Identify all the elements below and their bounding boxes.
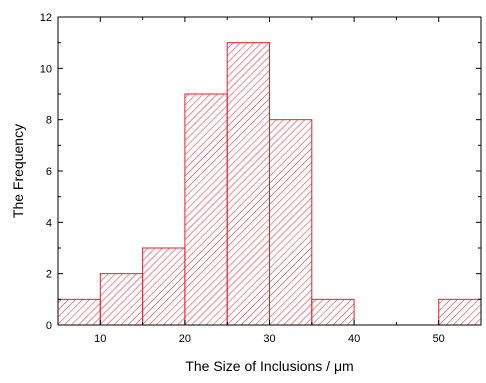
histogram-bar-6 (311, 298, 355, 326)
histogram-bar-7 (438, 298, 482, 326)
x-tick-label: 10 (94, 333, 106, 345)
y-tick-label: 4 (46, 217, 52, 229)
histogram-bars (57, 42, 482, 326)
x-axis-title: The Size of Inclusions / μm (185, 358, 353, 374)
x-tick-label: 20 (179, 333, 191, 345)
x-tick-label: 50 (433, 333, 445, 345)
histogram-bar-3 (184, 93, 228, 326)
y-tick-label: 8 (46, 115, 52, 127)
histogram-bar-2 (142, 247, 186, 326)
y-axis-title: The Frequency (10, 124, 26, 218)
y-tick-label: 0 (46, 320, 52, 332)
y-tick-label: 2 (46, 269, 52, 281)
histogram-bar-1 (99, 273, 144, 326)
histogram-bar-0 (57, 298, 101, 326)
histogram-bar-5 (269, 119, 313, 326)
histogram-bar-4 (226, 42, 270, 326)
y-tick-label: 6 (46, 166, 52, 178)
x-tick-label: 30 (263, 333, 275, 345)
y-tick-label: 10 (40, 63, 52, 75)
x-tick-label: 40 (348, 333, 360, 345)
axis-ticks: 10 20 30 40 50 0 2 4 6 8 10 12 (40, 12, 482, 345)
y-tick-label: 12 (40, 12, 52, 24)
